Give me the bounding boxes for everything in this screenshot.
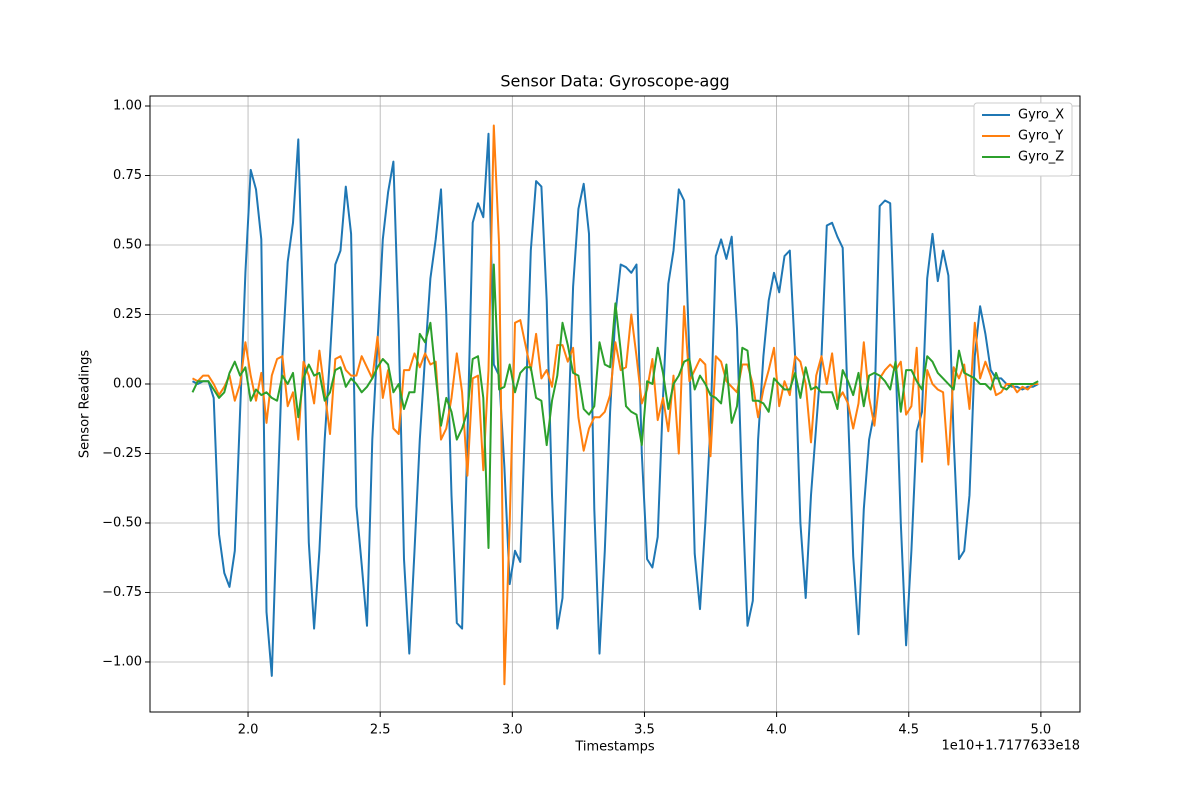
legend-label: Gyro_Y — [1018, 129, 1063, 144]
y-tick-label: −0.25 — [102, 446, 142, 461]
y-tick-label: −0.50 — [102, 515, 142, 530]
series-line — [192, 124, 1039, 686]
x-axis-label: Timestamps — [574, 740, 655, 755]
legend-label: Gyro_Z — [1018, 150, 1064, 165]
chart-title: Sensor Data: Gyroscope-agg — [500, 72, 729, 91]
legend-label: Gyro_X — [1018, 108, 1064, 123]
x-offset-label: 1e10+1.7177633e18 — [941, 739, 1080, 754]
y-tick-label: 1.00 — [113, 99, 142, 114]
x-tick-label: 4.5 — [898, 723, 919, 738]
y-tick-label: −0.75 — [102, 585, 142, 600]
y-tick-label: 0.00 — [113, 376, 142, 391]
y-tick-label: −1.00 — [102, 654, 142, 669]
x-tick-label: 4.0 — [766, 723, 787, 738]
y-tick-label: 0.50 — [113, 237, 142, 252]
y-axis-label: Sensor Readings — [78, 350, 93, 458]
y-tick-label: 0.25 — [113, 307, 142, 322]
y-tick-label: 0.75 — [113, 168, 142, 183]
x-tick-label: 3.5 — [634, 723, 655, 738]
x-tick-label: 3.0 — [502, 723, 523, 738]
x-tick-label: 5.0 — [1031, 723, 1052, 738]
plot-frame — [149, 95, 1081, 713]
x-tick-label: 2.0 — [238, 723, 259, 738]
series-line — [191, 263, 1039, 549]
x-tick-label: 2.5 — [370, 723, 391, 738]
